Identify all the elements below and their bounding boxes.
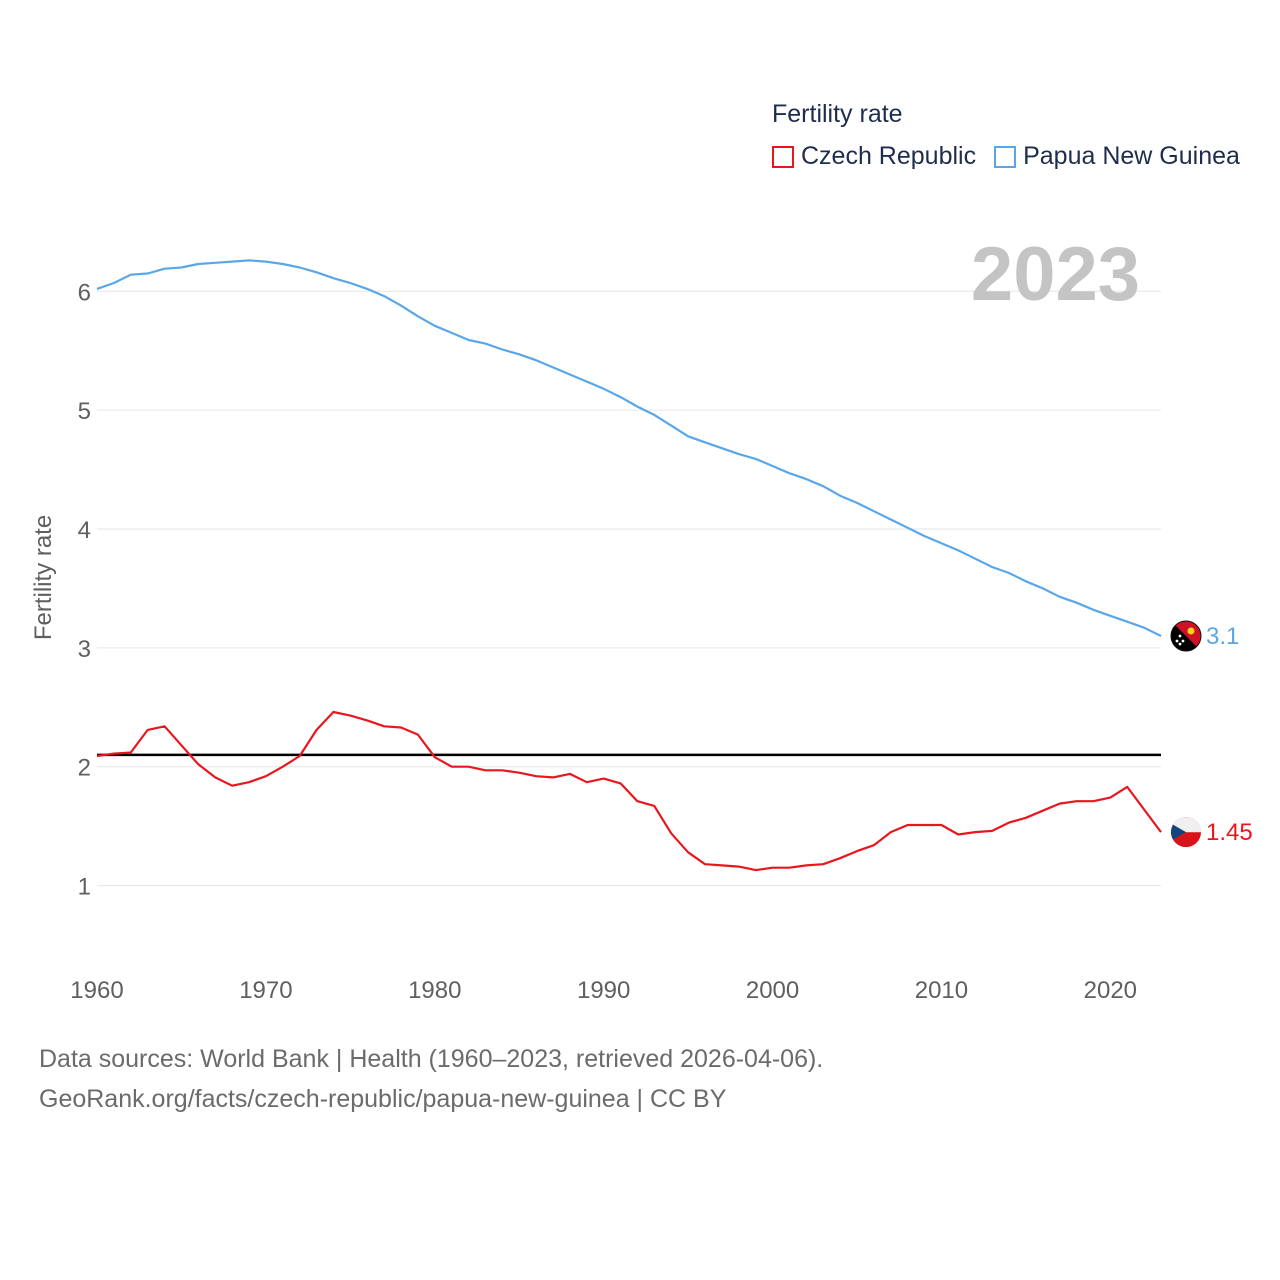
czech-republic-flag-icon [1170,817,1201,848]
source-url[interactable]: GeoRank.org/facts/czech-republic/papua-n… [39,1085,727,1113]
flag-star [1178,634,1182,638]
legend-label-czech-republic: Czech Republic [801,142,977,170]
czech-republic-swatch-icon [772,145,794,168]
flag-star [1175,639,1179,643]
flag-star [1181,639,1185,643]
y-tick-label-4: 4 [78,517,91,544]
y-tick-label-5: 5 [78,398,91,425]
y-tick-label-2: 2 [78,755,91,782]
legend-item-czech-republic[interactable]: Czech Republic [772,142,976,171]
x-tick-label-1990: 1990 [577,977,630,1004]
x-tick-label-1980: 1980 [408,977,461,1004]
flag-ring [1170,620,1202,652]
flag-star [1178,642,1182,646]
year-label: 2023 [971,232,1140,317]
x-tick-label-2000: 2000 [746,977,799,1004]
flag-bird [1187,627,1195,635]
y-axis-title: Fertility rate [30,515,57,640]
source-note: Data sources: World Bank | Health (1960–… [39,1045,824,1073]
x-tick-label-1970: 1970 [239,977,292,1004]
x-tick-label-2020: 2020 [1084,977,1137,1004]
x-tick-label-1960: 1960 [70,977,123,1004]
legend-item-papua-new-guinea[interactable]: Papua New Guinea [994,142,1240,171]
legend: Czech Republic Papua New Guinea [772,142,1258,171]
y-tick-label-6: 6 [78,279,91,306]
end-value-label-papua-new-guinea: 3.1 [1206,623,1239,650]
papua-new-guinea-flag-icon [1170,620,1202,652]
y-tick-label-1: 1 [78,874,91,901]
papua-new-guinea-swatch-icon [994,145,1017,168]
x-tick-label-2010: 2010 [915,977,968,1004]
flag-red-half [1171,621,1201,651]
flag-blue-wedge [1170,824,1186,840]
series-line-papua-new-guinea [96,259,1162,637]
series-line-czech-republic [96,710,1162,872]
legend-title: Fertility rate [772,100,903,128]
legend-label-papua-new-guinea: Papua New Guinea [1023,142,1240,170]
y-tick-label-3: 3 [78,636,91,663]
end-value-label-czech-republic: 1.45 [1206,819,1253,846]
